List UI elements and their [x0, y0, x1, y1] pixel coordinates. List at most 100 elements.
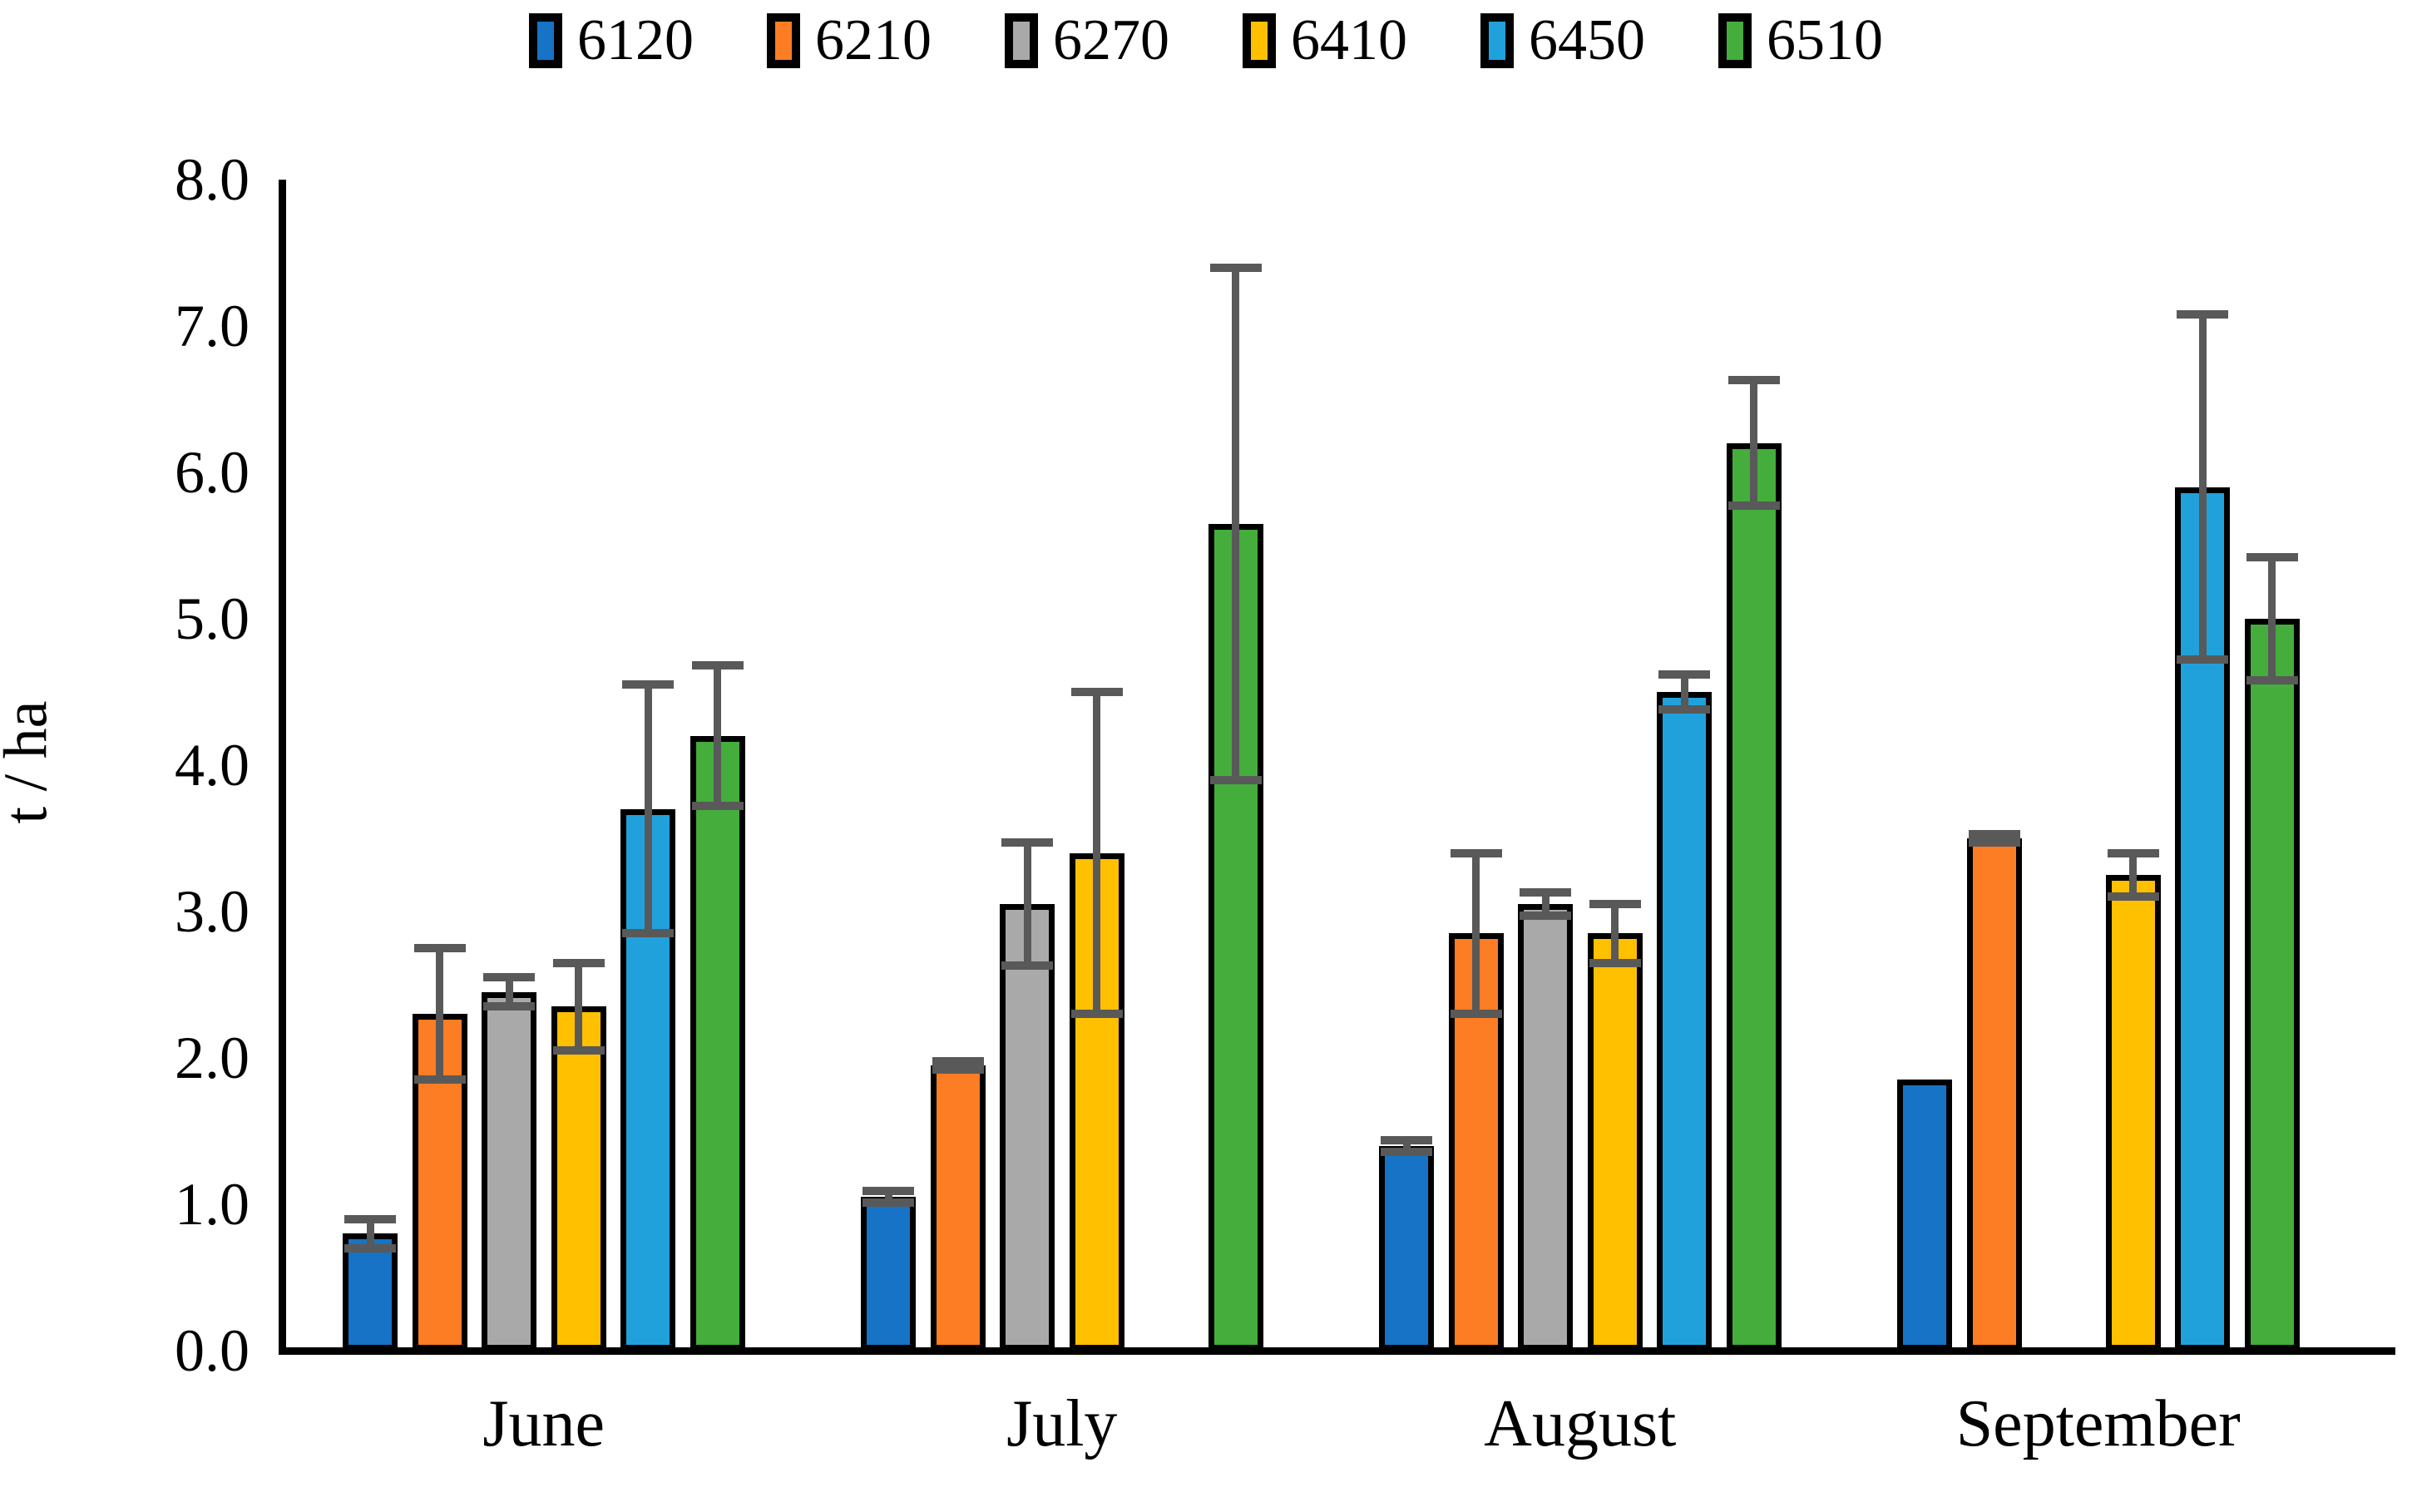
- legend-label-6270: 6270: [1053, 8, 1169, 72]
- legend-swatch-6270: [1005, 13, 1038, 68]
- y-axis: [279, 180, 286, 1355]
- error-bar-cap-top-6510-June: [691, 661, 744, 670]
- error-bar-cap-top-6210-September: [1968, 829, 2020, 838]
- legend-item-6510: 6510: [1718, 12, 1883, 70]
- error-bar-cap-top-6210-June: [413, 944, 466, 952]
- bar-6410-August: [1587, 933, 1643, 1351]
- error-bar-cap-bottom-6210-August: [1450, 1010, 1502, 1019]
- error-bar-cap-top-6510-July: [1209, 263, 1262, 272]
- error-bar-cap-bottom-6510-September: [2246, 675, 2298, 684]
- error-bar-cap-bottom-6450-June: [622, 929, 674, 938]
- bar-6510-August: [1726, 442, 1782, 1351]
- error-bar-cap-top-6410-June: [552, 958, 605, 967]
- bar-6210-September: [1966, 838, 2022, 1351]
- legend-swatch-6510: [1718, 13, 1752, 68]
- error-bar-cap-top-6510-August: [1727, 376, 1780, 385]
- error-bar-line-6210-September: [1990, 833, 1998, 843]
- error-bar-line-6510-August: [1750, 380, 1757, 506]
- legend-label-6410: 6410: [1291, 8, 1407, 72]
- legend-item-6270: 6270: [1005, 12, 1169, 70]
- error-bar-line-6410-September: [2129, 852, 2137, 897]
- error-bar-line-6450-September: [2198, 314, 2207, 660]
- error-bar-line-6120-June: [366, 1218, 374, 1248]
- x-category-label-June: June: [482, 1387, 605, 1460]
- error-bar-line-6410-July: [1093, 692, 1100, 1015]
- error-bar-cap-top-6270-July: [1001, 838, 1053, 847]
- error-bar-line-6450-June: [644, 684, 652, 934]
- legend-label-6510: 6510: [1767, 8, 1883, 72]
- y-tick-label-7.0: 7.0: [175, 293, 250, 359]
- bar-6510-June: [689, 735, 745, 1351]
- legend-swatch-6120: [529, 13, 562, 68]
- error-bar-cap-bottom-6410-September: [2107, 892, 2159, 902]
- y-tick-label-6.0: 6.0: [175, 439, 250, 506]
- legend-label-6450: 6450: [1529, 8, 1645, 72]
- error-bar-cap-bottom-6120-August: [1381, 1147, 1432, 1156]
- y-tick-label-8.0: 8.0: [175, 146, 250, 213]
- x-axis: [279, 1347, 2395, 1355]
- legend-item-6210: 6210: [767, 12, 932, 70]
- error-bar-cap-bottom-6270-August: [1520, 912, 1571, 921]
- error-bar-line-6210-August: [1472, 852, 1480, 1015]
- bar-6120-July: [861, 1197, 916, 1351]
- error-bar-cap-top-6510-September: [2246, 553, 2298, 562]
- error-bar-cap-bottom-6410-June: [552, 1046, 605, 1055]
- legend-item-6410: 6410: [1243, 12, 1407, 70]
- bar-6210-July: [930, 1065, 986, 1351]
- y-tick-label-0.0: 0.0: [175, 1317, 250, 1384]
- error-bar-line-6270-July: [1023, 842, 1031, 966]
- error-bar-cap-top-6120-August: [1381, 1135, 1432, 1144]
- error-bar-cap-bottom-6270-June: [483, 1002, 535, 1011]
- error-bar-cap-bottom-6450-August: [1658, 705, 1710, 714]
- error-bar-cap-top-6410-September: [2107, 848, 2159, 857]
- bar-6450-August: [1657, 692, 1712, 1351]
- error-bar-cap-top-6410-August: [1589, 900, 1641, 909]
- error-bar-line-6510-June: [714, 665, 721, 807]
- bar-6270-August: [1518, 904, 1573, 1351]
- error-bar-cap-bottom-6270-July: [1001, 961, 1053, 971]
- error-bar-cap-bottom-6510-June: [691, 802, 744, 811]
- legend-swatch-6410: [1243, 13, 1276, 68]
- error-bar-cap-top-6450-June: [622, 680, 674, 689]
- bar-6120-August: [1379, 1145, 1434, 1351]
- error-bar-cap-top-6450-September: [2177, 309, 2228, 319]
- legend-item-6450: 6450: [1480, 12, 1645, 70]
- error-bar-cap-top-6270-August: [1520, 888, 1571, 897]
- y-tick-label-3.0: 3.0: [175, 878, 250, 945]
- error-bar-cap-bottom-6210-June: [413, 1075, 466, 1085]
- legend-label-6210: 6210: [815, 8, 932, 72]
- error-bar-cap-top-6120-July: [862, 1187, 914, 1196]
- x-category-label-August: August: [1484, 1387, 1677, 1460]
- error-bar-line-6510-September: [2268, 557, 2276, 680]
- x-category-label-September: September: [1955, 1387, 2241, 1460]
- error-bar-cap-bottom-6450-September: [2177, 655, 2228, 665]
- error-bar-cap-bottom-6510-August: [1727, 502, 1780, 511]
- error-bar-cap-bottom-6410-July: [1070, 1010, 1123, 1019]
- error-bar-line-6270-June: [505, 977, 513, 1007]
- error-bar-line-6510-July: [1232, 267, 1239, 780]
- error-bar-line-6410-June: [575, 962, 582, 1051]
- error-bar-line-6410-August: [1611, 904, 1619, 963]
- bar-6510-September: [2244, 619, 2300, 1351]
- error-bar-cap-bottom-6120-June: [344, 1243, 396, 1253]
- legend-item-6120: 6120: [529, 12, 694, 70]
- error-bar-cap-top-6270-June: [483, 973, 535, 982]
- legend: 6120 6210 6270 6410 6450 6510: [0, 12, 2412, 70]
- legend-swatch-6450: [1480, 13, 1514, 68]
- error-bar-cap-top-6210-August: [1450, 848, 1502, 857]
- error-bar-line-6120-July: [884, 1191, 892, 1203]
- error-bar-line-6210-July: [954, 1060, 961, 1070]
- bar-6270-July: [1000, 904, 1055, 1351]
- error-bar-cap-bottom-6410-August: [1589, 958, 1641, 967]
- legend-swatch-6210: [767, 13, 800, 68]
- error-bar-cap-bottom-6120-July: [862, 1198, 914, 1208]
- legend-label-6120: 6120: [577, 8, 694, 72]
- bar-6410-September: [2105, 875, 2161, 1351]
- bar-6270-June: [482, 991, 536, 1351]
- error-bar-cap-bottom-6210-September: [1968, 838, 2020, 847]
- y-tick-label-2.0: 2.0: [175, 1025, 250, 1091]
- y-tick-label-1.0: 1.0: [175, 1171, 250, 1238]
- error-bar-cap-top-6210-July: [932, 1056, 984, 1065]
- error-bar-cap-bottom-6210-July: [932, 1065, 984, 1075]
